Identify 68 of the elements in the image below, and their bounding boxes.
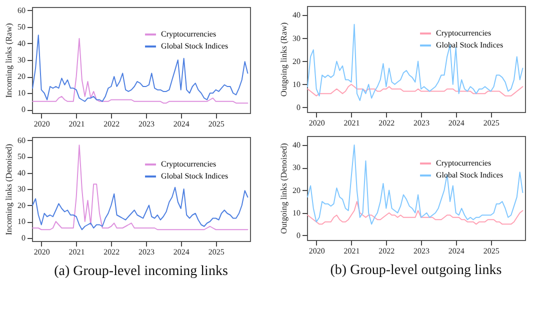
line-series (307, 24, 524, 101)
y-tick-label: 50 (18, 152, 26, 161)
legend-label: Cryptocurrencies (161, 30, 216, 38)
y-axis-title: Outgoing links (Denoised) (278, 143, 288, 234)
y-tick-label: 20 (292, 186, 300, 195)
x-tick-label: 2021 (68, 248, 85, 256)
y-tick-label: 40 (18, 168, 26, 178)
y-axis-title: Incoming links (Denoised) (4, 144, 14, 236)
x-tick-label: 2022 (104, 120, 120, 128)
line-series (32, 186, 248, 230)
legend-label: Global Stock Indices (161, 172, 228, 180)
y-tick-label: 60 (18, 136, 26, 145)
x-tick-label: 2024 (173, 120, 190, 128)
x-tick-label: 2025 (208, 120, 224, 128)
y-tick-label: 50 (18, 22, 26, 32)
y-tick-label: 60 (18, 6, 26, 15)
legend-label: Cryptocurrencies (436, 28, 492, 38)
x-tick-label: 2023 (138, 120, 155, 128)
y-tick-label: 30 (18, 184, 26, 194)
line-series (32, 144, 248, 230)
y-tick-label: 30 (292, 163, 300, 172)
x-tick-label: 2025 (483, 246, 500, 256)
x-tick-label: 2020 (308, 118, 325, 128)
y-tick-label: 30 (292, 34, 300, 43)
x-tick-label: 2022 (378, 118, 395, 128)
x-tick-label: 2024 (173, 248, 190, 256)
x-tick-label: 2022 (104, 248, 120, 256)
line-series (307, 84, 524, 96)
text: (a) Group-level incoming links (54, 264, 228, 279)
x-tick-label: 2020 (308, 246, 325, 256)
line-series (307, 201, 524, 225)
y-tick-label: 20 (18, 72, 26, 82)
y-tick-label: 10 (18, 217, 26, 226)
y-tick-label: 0 (296, 102, 300, 112)
y-tick-label: 40 (292, 140, 300, 150)
x-tick-label: 2023 (414, 118, 430, 128)
x-tick-label: 2023 (414, 246, 430, 256)
x-tick-label: 2021 (344, 118, 360, 128)
x-tick-label: 2025 (208, 248, 224, 256)
line-series (307, 144, 524, 225)
y-tick-label: 30 (18, 56, 26, 64)
legend-label: Global Stock Indices (436, 170, 504, 180)
x-tick-label: 2020 (34, 248, 50, 256)
x-tick-label: 2024 (448, 118, 464, 128)
y-tick-label: 0 (22, 105, 26, 114)
x-tick-label: 2023 (138, 248, 155, 256)
x-tick-label: 2021 (68, 120, 85, 128)
y-tick-label: 0 (22, 233, 26, 242)
x-tick-label: 2025 (483, 118, 500, 128)
y-tick-label: 10 (292, 80, 300, 89)
x-tick-label: 2021 (344, 246, 360, 256)
text: (b) Group-level outgoing links (330, 263, 502, 278)
y-tick-label: 10 (18, 88, 26, 98)
x-tick-label: 2024 (448, 246, 464, 256)
y-tick-label: 10 (292, 208, 300, 218)
y-axis-title: Incoming links (Raw) (4, 23, 14, 98)
y-tick-label: 40 (18, 38, 26, 48)
y-axis-title: Outgoing links (Raw) (278, 22, 288, 97)
y-tick-label: 20 (292, 56, 300, 66)
legend-label: Global Stock Indices (161, 42, 228, 50)
y-tick-label: 40 (292, 10, 300, 20)
legend-label: Cryptocurrencies (436, 158, 492, 168)
x-tick-label: 2022 (378, 246, 395, 256)
y-tick-label: 20 (18, 200, 26, 210)
x-tick-label: 2020 (34, 120, 50, 128)
legend-label: Cryptocurrencies (161, 160, 216, 168)
legend-label: Global Stock Indices (436, 40, 504, 50)
y-tick-label: 0 (296, 230, 300, 240)
